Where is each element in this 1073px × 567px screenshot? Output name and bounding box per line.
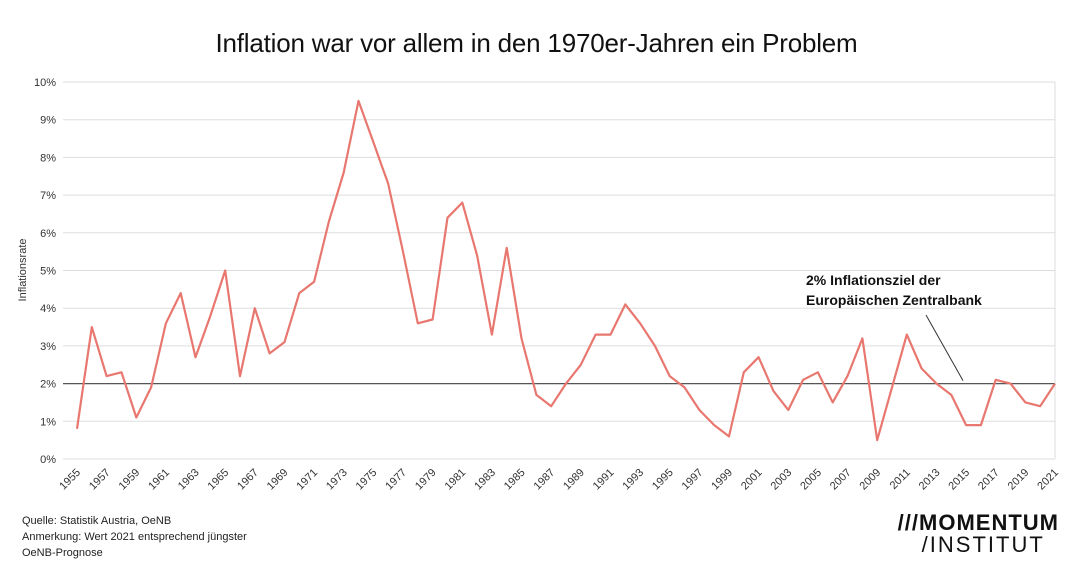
annotation-label-line2: Europäischen Zentralbank [806,292,982,308]
x-tick-label: 1971 [294,467,320,493]
x-tick-label: 2021 [1035,467,1061,493]
x-tick-label: 1977 [383,467,409,493]
chart-title: Inflation war vor allem in den 1970er-Ja… [215,28,858,58]
x-tick-label: 2005 [798,467,824,493]
annotation-label-line1: 2% Inflationsziel der [806,272,941,288]
y-tick-label: 3% [40,341,56,353]
y-tick-label: 7% [40,190,56,202]
logo-wordmark-top: MOMENTUM [919,510,1059,535]
y-tick-label: 4% [40,303,56,315]
x-tick-label: 1969 [265,467,291,493]
footer-notes: Quelle: Statistik Austria, OeNB Anmerkun… [22,513,247,561]
x-axis-ticks: 1955 1957 1959 1961 1963 1965 1967 1969 1971 1973… [57,467,1061,493]
x-tick-label: 1961 [146,467,172,493]
x-tick-label: 1983 [472,467,498,493]
logo-wordmark-bottom: /INSTITUT [921,532,1045,557]
x-tick-label: 2013 [917,467,943,493]
y-tick-label: 5% [40,266,56,278]
x-tick-label: 2015 [946,467,972,493]
x-tick-label: 2019 [1006,467,1032,493]
x-tick-label: 1985 [502,467,528,493]
y-axis-label: Inflationsrate [17,239,29,302]
y-tick-label: 10% [34,77,56,89]
x-tick-label: 1997 [680,467,706,493]
remark-note-line2: OeNB-Prognose [22,547,103,559]
y-tick-label: 2% [40,379,56,391]
x-tick-label: 1963 [176,467,202,493]
x-tick-label: 1991 [591,467,617,493]
momentum-institut-logo: ///MOMENTUM /INSTITUT [898,512,1059,556]
x-tick-label: 1973 [324,467,350,493]
x-tick-label: 1979 [413,467,439,493]
data-points [76,100,1056,441]
y-tick-label: 1% [40,416,56,428]
x-tick-label: 2001 [739,467,765,493]
remark-note-line1: Anmerkung: Wert 2021 entsprechend jüngst… [22,531,247,543]
x-tick-label: 1981 [443,467,469,493]
y-tick-label: 8% [40,152,56,164]
x-tick-label: 1987 [532,467,558,493]
x-tick-label: 1959 [117,467,143,493]
x-tick-label: 2003 [769,467,795,493]
x-tick-label: 1975 [354,467,380,493]
source-note: Quelle: Statistik Austria, OeNB [22,515,172,527]
x-tick-label: 2007 [828,467,854,493]
x-tick-label: 1995 [650,467,676,493]
x-tick-label: 1955 [57,467,83,493]
x-tick-label: 1957 [87,467,113,493]
x-tick-label: 2011 [888,467,913,492]
y-axis-ticks: 0% 1% 2% 3% 4% 5% 6% 7% 8% 9% 10% [34,77,56,466]
x-tick-label: 1989 [561,467,587,493]
x-tick-label: 1993 [620,467,646,493]
annotation-pointer [925,314,964,381]
y-tick-label: 6% [40,228,56,240]
x-tick-label: 2009 [858,467,884,493]
x-tick-label: 1965 [206,467,232,493]
grid-lines [63,81,1056,460]
y-tick-label: 0% [40,454,56,466]
logo-slashes: /// [897,510,920,535]
x-tick-label: 2017 [976,467,1002,493]
x-tick-label: 1967 [235,467,261,493]
x-tick-label: 1999 [709,467,735,493]
y-tick-label: 9% [40,115,56,127]
